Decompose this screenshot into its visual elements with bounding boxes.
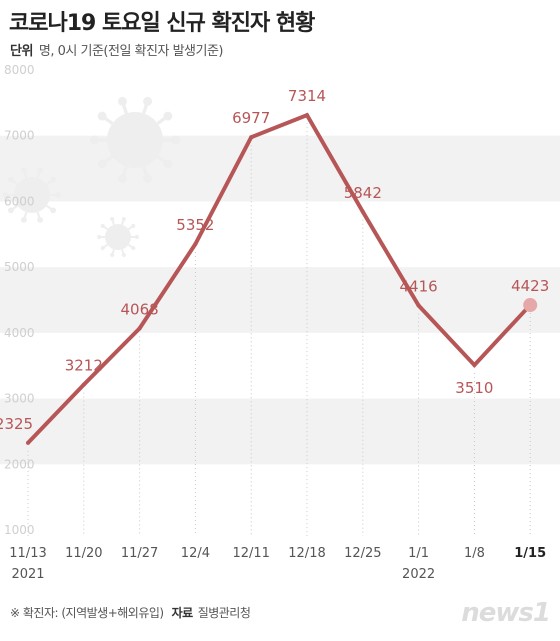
y-tick-label: 4000 [4, 326, 35, 340]
x-tick-label: 11/13 [9, 546, 46, 561]
y-tick-label: 1000 [4, 523, 35, 537]
footnote: ※ 확진자: (지역발생+해외유입) 자료 질병관리청 [10, 604, 251, 621]
y-tick-label: 5000 [4, 260, 35, 274]
series-line [26, 112, 532, 445]
y-tick-label: 8000 [4, 63, 35, 77]
grid-bands [0, 135, 560, 465]
x-tick-label: 12/18 [288, 546, 325, 561]
x-axis-labels: 11/13 2021 11/20 11/27 12/4 12/11 12/18 12/25 1/… [9, 546, 546, 580]
grid-band [0, 398, 560, 465]
footnote-text: ※ 확진자: (지역발생+해외유입) [10, 606, 164, 620]
value-label: 3212 [65, 357, 103, 375]
y-tick-label: 3000 [4, 392, 35, 406]
x-tick-label: 12/11 [232, 546, 269, 561]
x-tick-label: 1/1 [408, 546, 429, 561]
value-label: 4423 [511, 277, 549, 295]
x-tick-label: 1/8 [464, 546, 485, 561]
x-tick-label: 11/27 [121, 546, 158, 561]
source-text: 질병관리청 [197, 606, 251, 620]
data-point [305, 113, 309, 118]
value-label: 5352 [176, 216, 214, 234]
x-year-label: 2021 [11, 567, 44, 580]
value-labels: 2325 3212 4068 5352 6977 7314 5842 4416 3510 4423 [0, 87, 549, 433]
value-label: 7314 [288, 87, 326, 105]
value-label: 2325 [0, 415, 33, 433]
value-label: 5842 [344, 184, 382, 202]
news1-logo: news1 [461, 598, 551, 628]
chart-subtitle: 단위 명, 0시 기준(전일 확진자 발생기준) [10, 40, 223, 59]
grid-band [0, 135, 560, 202]
data-point [360, 209, 365, 214]
data-point [81, 382, 86, 387]
virus-icon [89, 96, 181, 184]
unit-text: 명, 0시 기준(전일 확진자 발생기준) [38, 44, 224, 59]
x-tick-label: 12/25 [344, 546, 381, 561]
x-tick-label: 11/20 [65, 546, 102, 561]
value-label: 4416 [400, 278, 438, 296]
data-point [137, 326, 142, 331]
value-label: 3510 [455, 379, 493, 397]
virus-icon [3, 167, 61, 223]
data-point [249, 135, 254, 140]
virus-icon [97, 216, 139, 258]
unit-key: 단위 [10, 44, 33, 59]
value-label: 4068 [121, 300, 159, 318]
chart-title: 코로나19 토요일 신규 확진자 현황 [9, 11, 315, 36]
data-point-highlight [523, 298, 538, 313]
x-tick-label: 1/15 [514, 546, 546, 561]
data-point [416, 303, 421, 308]
data-points [26, 113, 538, 445]
y-tick-label: 6000 [4, 194, 35, 208]
line-chart: 1000 2000 3000 4000 5000 6000 7000 8000 2325 321… [0, 63, 560, 580]
vertical-tick-lines [27, 123, 531, 536]
source-key: 자료 [171, 606, 194, 620]
data-point [193, 242, 198, 247]
x-tick-label: 12/4 [181, 546, 210, 561]
data-point [472, 363, 477, 368]
virus-decoration [3, 96, 181, 258]
x-year-label: 2022 [402, 567, 435, 580]
grid-band [0, 267, 560, 333]
data-point [26, 440, 30, 445]
y-tick-label: 7000 [4, 129, 35, 143]
value-label: 6977 [232, 109, 270, 127]
y-tick-label: 2000 [4, 457, 35, 471]
y-axis-ticks: 1000 2000 3000 4000 5000 6000 7000 8000 [4, 63, 35, 537]
